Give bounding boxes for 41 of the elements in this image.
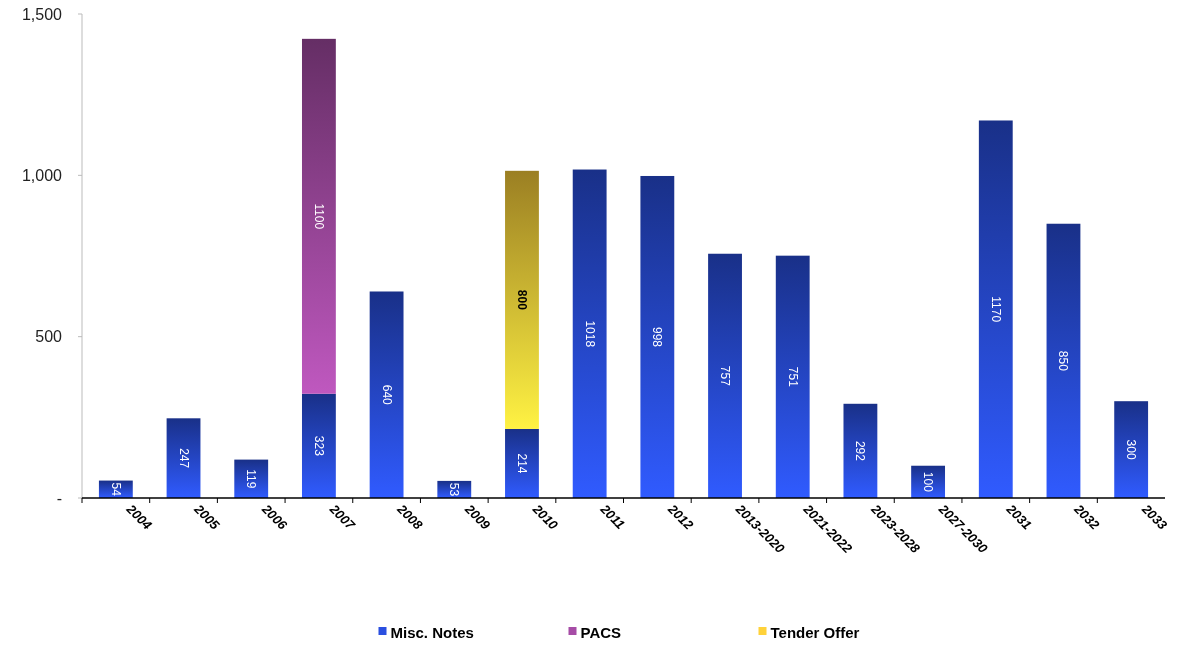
bar [505,428,539,498]
bar [978,120,1013,498]
bar [301,393,336,498]
data-label: 53 [447,482,462,497]
legend-label: PACS [580,623,622,641]
data-label: 800 [514,289,529,311]
data-label: 1100 [311,203,326,230]
y-tick-label: 1,000 [21,166,63,184]
data-label: 640 [379,384,394,406]
bar [1114,401,1149,498]
data-label: 998 [650,326,665,348]
legend-label: Tender Offer [770,623,860,641]
bar [640,175,675,498]
data-label: 214 [514,453,529,474]
data-label: 300 [1124,439,1139,460]
legend-label: Misc. Notes [390,623,474,641]
data-label: 292 [853,440,868,462]
bar [708,253,742,498]
bar [572,169,607,498]
bar [301,38,336,394]
data-label: 850 [1056,350,1071,372]
data-label: 100 [921,471,936,493]
data-label: 247 [176,448,191,469]
bar [843,403,878,498]
bar [1046,223,1081,498]
bar [775,255,810,498]
y-tick-label: - [56,489,62,507]
bar [166,418,201,498]
data-label: 1018 [582,320,597,348]
x-tick-label: 2007 [326,500,359,534]
y-tick-label: 1,500 [21,5,63,23]
data-label: 54 [108,482,123,497]
bar [234,459,269,498]
y-tick-label: 500 [35,328,63,346]
data-label: 323 [311,435,326,457]
data-label: 119 [244,469,259,489]
data-label: 751 [785,366,800,388]
data-label: 1170 [988,296,1003,323]
bar [369,291,404,498]
data-label: 757 [718,365,733,387]
bar [505,170,539,429]
